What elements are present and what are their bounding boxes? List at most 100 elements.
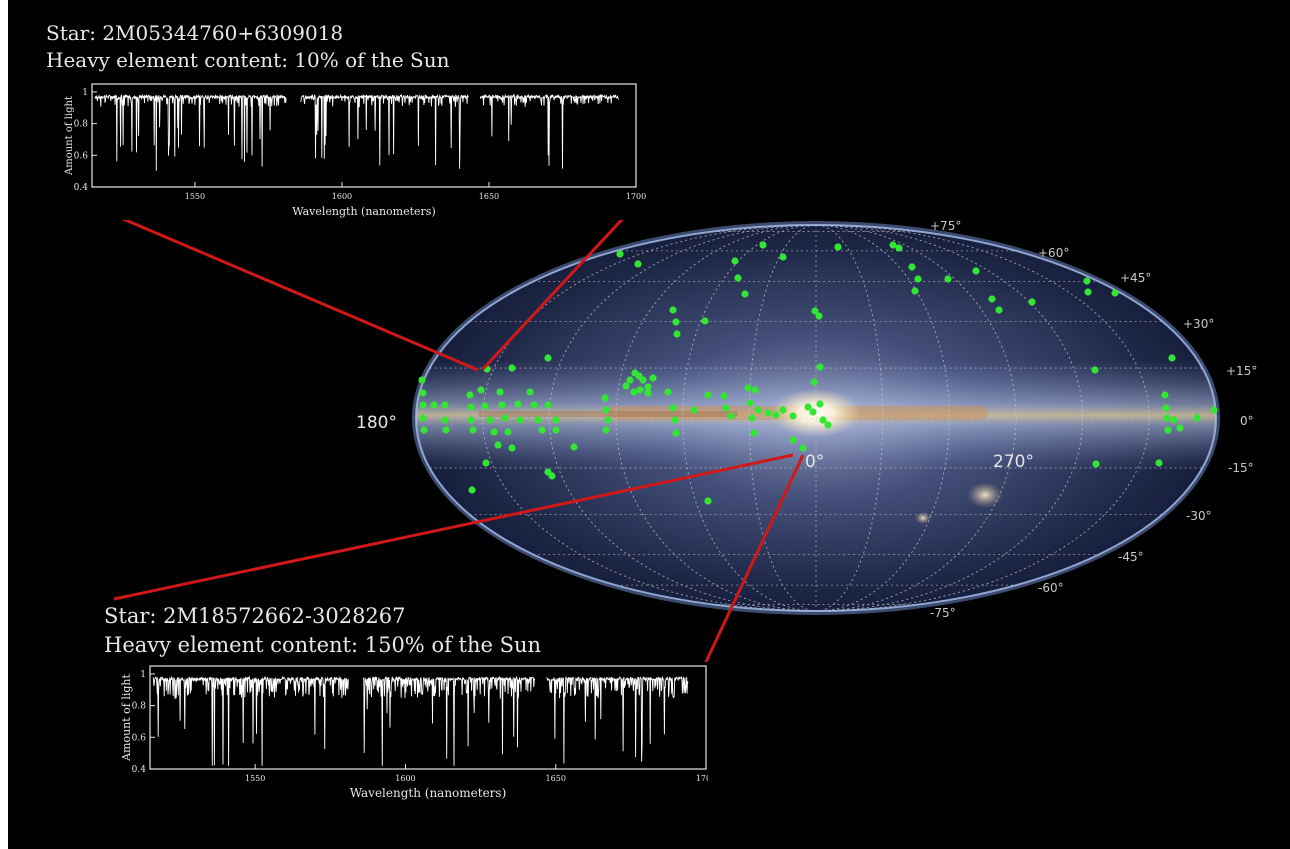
star-marker (704, 497, 712, 505)
star-marker (526, 388, 534, 396)
star-marker (501, 414, 509, 422)
star-marker (1210, 406, 1218, 414)
star-marker (490, 428, 498, 436)
star-marker (494, 441, 502, 449)
star-marker (419, 414, 427, 422)
star-marker (1170, 416, 1178, 424)
star-marker (1161, 391, 1169, 399)
large-magellanic-cloud (967, 482, 1003, 508)
star-marker (741, 290, 749, 298)
star-marker (1028, 298, 1036, 306)
apogee-stars (418, 241, 1218, 505)
star-marker (630, 388, 638, 396)
star-marker (672, 429, 680, 437)
sky-map: +75° +60° +45° +30° +15° 0° -15° -30° -4… (61, 191, 1257, 665)
connector-lines (61, 191, 805, 665)
connector-bottom-right (703, 454, 805, 665)
star-marker (789, 436, 797, 444)
star-marker (622, 382, 630, 390)
star-marker (441, 416, 449, 424)
star-marker (759, 241, 767, 249)
lon-label-180: 180° (356, 413, 397, 433)
star-marker (626, 376, 634, 384)
star-marker (1164, 426, 1172, 434)
lat-label-p15: +15° (1226, 364, 1257, 378)
lat-label-0: 0° (1240, 414, 1254, 428)
metal-label-bottom: Heavy element content: 150% of the Sun (104, 633, 542, 657)
star-marker (1111, 289, 1119, 297)
star-marker (530, 401, 538, 409)
star-marker (467, 403, 475, 411)
star-marker (779, 406, 787, 414)
metal-label-top: Heavy element content: 10% of the Sun (46, 48, 450, 72)
y-tick-label: 1 (140, 670, 146, 680)
star-marker (819, 416, 827, 424)
grid-meridian (548, 225, 1084, 611)
y-tick-label: 0.8 (74, 120, 89, 130)
star-marker (988, 295, 996, 303)
star-marker (552, 426, 560, 434)
star-marker (1163, 414, 1171, 422)
x-tick-label: 1600 (332, 192, 352, 201)
star-marker (764, 409, 772, 417)
star-marker (664, 388, 672, 396)
star-marker (644, 389, 652, 397)
star-label-bottom: Star: 2M18572662-3028267 (104, 604, 406, 628)
star-marker (690, 406, 698, 414)
star-marker (639, 376, 647, 384)
star-marker (750, 429, 758, 437)
star-marker (772, 411, 780, 419)
y-tick-label: 0.6 (74, 151, 89, 161)
connector-top-right (481, 197, 643, 371)
star-marker (538, 426, 546, 434)
star-marker (811, 307, 819, 315)
star-marker (516, 416, 524, 424)
y-tick-label: 0.4 (74, 183, 89, 193)
star-marker (744, 384, 752, 392)
star-marker (616, 250, 624, 258)
star-marker (419, 389, 427, 397)
star-marker (604, 416, 612, 424)
y-tick-label: 1 (82, 88, 88, 98)
star-marker (751, 386, 759, 394)
grid-meridian (748, 225, 884, 611)
star-marker (514, 400, 522, 408)
y-axis-label: Amount of light (120, 673, 133, 761)
star-marker (1083, 277, 1091, 285)
connector-bottom-left (113, 453, 794, 601)
figure-frame: +75° +60° +45° +30° +15° 0° -15° -30° -4… (8, 0, 1290, 849)
star-marker (895, 244, 903, 252)
star-marker (548, 472, 556, 480)
spectrum-panel-top: 1 0.8 0.6 0.4 1550 1600 1650 1700 Amount of ligh… (44, 80, 654, 220)
star-marker (636, 386, 644, 394)
star-marker (498, 401, 506, 409)
spectrum-trace (94, 93, 287, 171)
star-marker (972, 267, 980, 275)
star-marker (754, 406, 762, 414)
grid-meridian (682, 225, 950, 611)
star-marker (467, 416, 475, 424)
star-marker (486, 416, 494, 424)
star-marker (469, 426, 477, 434)
x-tick-label: 1600 (395, 774, 415, 783)
star-marker (468, 486, 476, 494)
star-marker (789, 412, 797, 420)
lat-label-p60: +60° (1038, 246, 1069, 260)
star-marker (1091, 366, 1099, 374)
star-marker (669, 306, 677, 314)
star-marker (746, 399, 754, 407)
lat-label-p45: +45° (1120, 271, 1151, 285)
star-marker (430, 401, 438, 409)
star-marker (1193, 414, 1201, 422)
star-marker (508, 364, 516, 372)
star-marker (441, 401, 449, 409)
spectrum-panel-bottom: 1 0.8 0.6 0.4 1550 1600 1650 1700 Amount of ligh… (98, 662, 708, 810)
y-tick-label: 0.6 (132, 733, 147, 743)
lat-label-m60: -60° (1038, 581, 1064, 595)
star-marker (649, 374, 657, 382)
star-marker (481, 402, 489, 410)
star-marker (810, 378, 818, 386)
star-marker (482, 459, 490, 467)
star-marker (1162, 404, 1170, 412)
star-marker (420, 426, 428, 434)
